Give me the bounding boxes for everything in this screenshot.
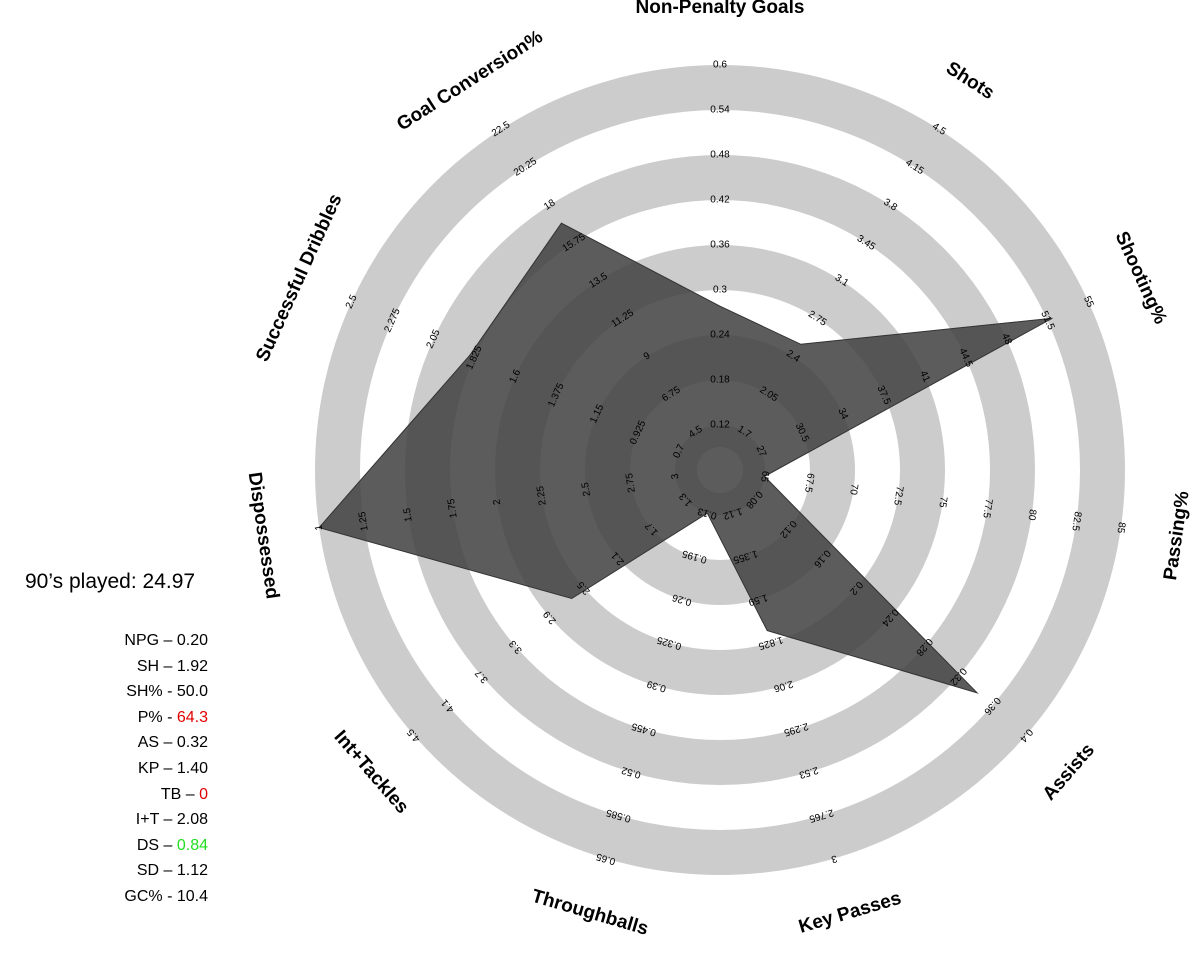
stat-label: SH –	[136, 657, 177, 675]
tick-label: 34	[835, 407, 850, 422]
stat-row: TB – 0	[0, 782, 208, 808]
tick-label: 0.7	[671, 442, 687, 460]
tick-label: 0.52	[620, 764, 642, 780]
tick-label: 2	[492, 498, 504, 506]
tick-label: 2.5	[344, 293, 360, 311]
tick-label: 72.5	[891, 485, 905, 506]
stat-row: I+T – 2.08	[0, 807, 208, 833]
stat-value: 0.32	[176, 734, 208, 752]
stat-value: 1.40	[176, 759, 208, 777]
tick-label: 9	[642, 350, 653, 362]
stat-row: SD – 1.12	[0, 858, 208, 884]
tick-label: 1.25	[357, 510, 371, 531]
stat-value: 0	[199, 785, 208, 803]
tick-label: 77.5	[980, 498, 994, 519]
tick-label: 2.25	[535, 485, 549, 506]
stat-label: I+T –	[135, 811, 177, 829]
tick-label: 0.24	[710, 330, 730, 341]
tick-label: 3	[829, 852, 838, 864]
stat-row: AS – 0.32	[0, 730, 208, 756]
tick-label: 48	[999, 332, 1014, 347]
stat-value: 0.84	[176, 836, 208, 854]
nineties-played: 90’s played: 24.97	[25, 570, 196, 593]
stat-list: NPG – 0.20 SH – 1.92 SH% - 50.0 P% - 64.3 AS…	[0, 628, 208, 910]
tick-label: 0.42	[710, 195, 730, 206]
stat-value: 0.20	[176, 632, 208, 649]
tick-label: 27	[753, 444, 768, 459]
tick-label: 0.6	[713, 60, 727, 71]
tick-label: 80	[1025, 508, 1038, 521]
tick-label: 2.5	[580, 481, 593, 497]
stat-label: TB –	[160, 785, 200, 803]
tick-label: 0.12	[710, 420, 730, 431]
stat-value: 1.12	[176, 862, 208, 880]
stat-row: NPG – 0.20	[0, 628, 208, 654]
stat-row: SH% - 50.0	[0, 679, 208, 705]
tick-label: 0.65	[595, 850, 617, 866]
tick-label: 1.75	[446, 498, 460, 519]
tick-label: 67.5	[802, 472, 816, 493]
stat-label: KP –	[138, 759, 177, 777]
tick-label: 1.59	[747, 591, 769, 607]
tick-label: 55	[1081, 295, 1096, 310]
tick-label: 82.5	[1069, 511, 1083, 532]
stat-row: GC% - 10.4	[0, 884, 208, 910]
tick-label: 0.3	[713, 285, 727, 296]
stat-label: SD –	[136, 862, 177, 880]
tick-label: 75	[936, 496, 949, 509]
stat-value: 1.92	[176, 657, 208, 675]
tick-label: 0.48	[710, 150, 730, 161]
tick-label: 85	[1114, 521, 1127, 534]
tick-label: 65	[758, 470, 771, 483]
axis-title: Non-Penalty Goals	[636, 0, 805, 18]
tick-label: 70	[847, 483, 860, 496]
stat-label: DS –	[136, 836, 177, 854]
tick-label: 1.12	[721, 505, 743, 521]
stat-label: P% -	[137, 708, 177, 726]
tick-label: 0.13	[696, 505, 718, 521]
tick-label: 2.75	[624, 472, 638, 493]
stat-row: KP – 1.40	[0, 756, 208, 782]
tick-label: 2.06	[772, 678, 794, 694]
tick-label: 1.6	[508, 368, 524, 386]
stat-row: DS – 0.84	[0, 833, 208, 859]
stat-value: 2.08	[176, 811, 208, 829]
stat-value: 50.0	[176, 683, 208, 701]
tick-label: 0.39	[645, 678, 667, 694]
tick-label: 0.26	[671, 591, 693, 607]
stat-label: GC% -	[124, 887, 177, 905]
stat-row: P% - 64.3	[0, 705, 208, 731]
tick-label: 1.5	[402, 507, 415, 523]
tick-label: 2.53	[797, 764, 819, 780]
tick-label: 41	[917, 369, 932, 384]
tick-label: 0.36	[710, 240, 730, 251]
tick-label: 3	[670, 472, 682, 480]
data-polygon	[318, 222, 1053, 694]
stat-row: SH – 1.92	[0, 654, 208, 680]
tick-label: 1	[313, 524, 325, 532]
stat-label: AS –	[137, 734, 177, 752]
tick-label: 0.54	[710, 105, 730, 116]
stat-label: NPG –	[124, 632, 177, 649]
polygon-layer	[318, 222, 1053, 694]
stat-value: 64.3	[176, 708, 208, 726]
stat-value: 10.4	[176, 887, 208, 905]
tick-label: 0.18	[710, 375, 730, 386]
stat-label: SH% -	[126, 683, 177, 701]
